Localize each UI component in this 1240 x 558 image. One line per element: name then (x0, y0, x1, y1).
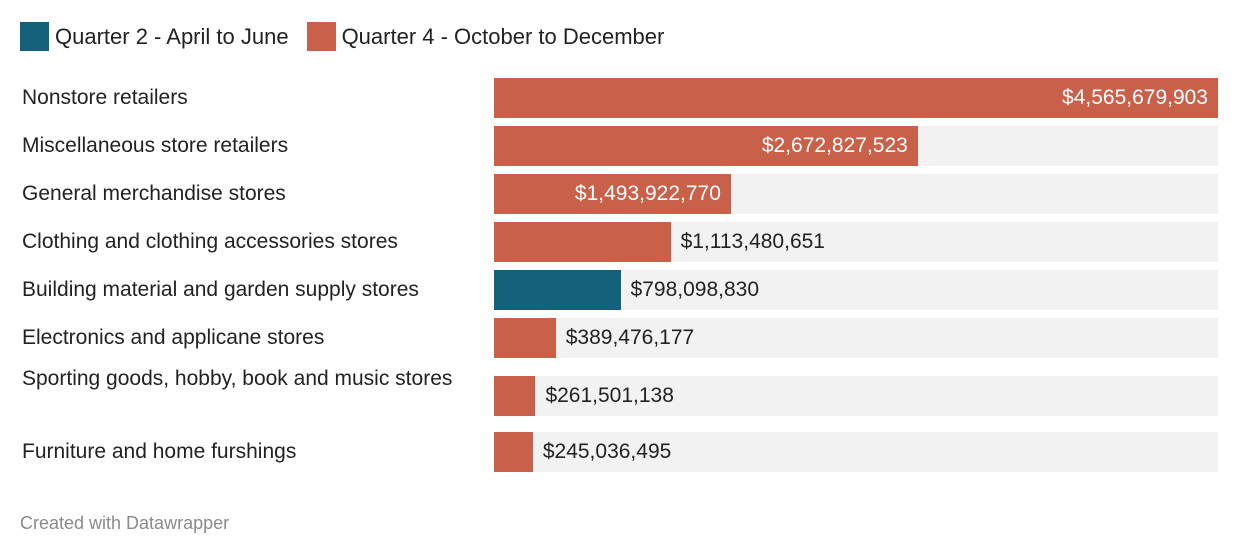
bar-track: $245,036,495 (494, 432, 1218, 472)
bar-track: $2,672,827,523 (494, 126, 1218, 166)
legend-label-q4: Quarter 4 - October to December (341, 23, 665, 49)
legend-item-q4: Quarter 4 - October to December (306, 22, 665, 51)
bar (494, 432, 533, 472)
value-label: $245,036,495 (542, 440, 672, 463)
category-label: Sporting goods, hobby, book and music st… (22, 367, 453, 390)
value-label: $798,098,830 (630, 278, 760, 301)
bar-track: $389,476,177 (494, 318, 1218, 358)
bar (494, 222, 671, 262)
category-label: Miscellaneous store retailers (22, 134, 289, 157)
category-label: Electronics and applicane stores (22, 326, 325, 349)
legend: Quarter 2 - April to June Quarter 4 - Oc… (20, 22, 682, 51)
bar (494, 174, 731, 214)
category-label: Clothing and clothing accessories stores (22, 230, 398, 253)
bar-track: $798,098,830 (494, 270, 1218, 310)
value-label: $1,113,480,651 (680, 230, 825, 253)
value-label: $2,672,827,523 (761, 134, 908, 157)
bar (494, 318, 556, 358)
bar (494, 376, 536, 416)
bar (494, 78, 1218, 118)
bar-track: $4,565,679,903 (494, 78, 1218, 118)
bar-track: $261,501,138 (494, 376, 1218, 416)
category-label: Nonstore retailers (22, 86, 188, 109)
category-label: Furniture and home furshings (22, 440, 297, 463)
value-label: $1,493,922,770 (574, 182, 721, 205)
legend-item-q2: Quarter 2 - April to June (20, 22, 289, 51)
bar-track: $1,113,480,651 (494, 222, 1218, 262)
value-label: $261,501,138 (545, 384, 674, 407)
category-label: Building material and garden supply stor… (22, 278, 419, 301)
value-label: $389,476,177 (565, 326, 695, 349)
legend-swatch-q4 (306, 22, 336, 51)
bar (494, 126, 918, 166)
credit-text: Created with Datawrapper (20, 513, 230, 533)
bar-track: $1,493,922,770 (494, 174, 1218, 214)
legend-label-q2: Quarter 2 - April to June (55, 23, 289, 49)
bar (494, 270, 621, 310)
legend-swatch-q2 (20, 22, 49, 51)
category-label: General merchandise stores (22, 182, 286, 205)
value-label: $4,565,679,903 (1062, 86, 1208, 109)
